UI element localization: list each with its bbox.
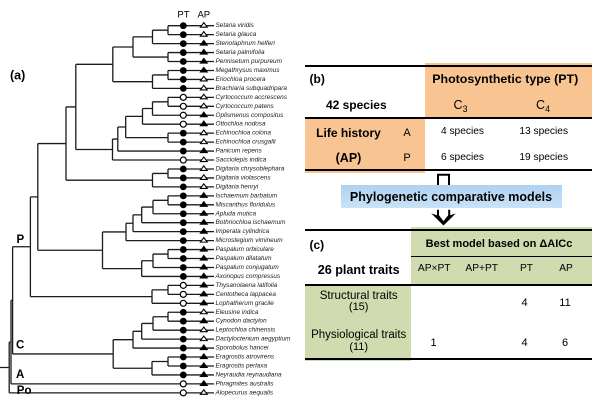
svg-text:Bothriochloa ischaemum: Bothriochloa ischaemum — [216, 219, 287, 226]
svg-text:Eleusine indica: Eleusine indica — [216, 309, 259, 316]
svg-text:Thysanolaena latifolia: Thysanolaena latifolia — [216, 282, 278, 289]
svg-text:Panicum repens: Panicum repens — [216, 148, 263, 155]
svg-text:Imperata cylindrica: Imperata cylindrica — [216, 228, 270, 235]
svg-text:Setaria glauca: Setaria glauca — [216, 31, 257, 38]
svg-text:Dactyloctenium aegyptium: Dactyloctenium aegyptium — [216, 336, 292, 343]
svg-text:Echinochloa crusgalli: Echinochloa crusgalli — [216, 139, 277, 146]
svg-text:P: P — [17, 234, 25, 246]
svg-text:Paspalum conjugatum: Paspalum conjugatum — [216, 264, 280, 271]
svg-text:Ischaemum barbatum: Ischaemum barbatum — [216, 192, 278, 199]
svg-text:AP: AP — [197, 10, 210, 21]
svg-text:Digitaria violascens: Digitaria violascens — [216, 174, 272, 181]
svg-text:A: A — [16, 369, 24, 381]
svg-text:Pennisetum purpureum: Pennisetum purpureum — [216, 58, 283, 65]
svg-text:(a): (a) — [10, 69, 25, 83]
svg-text:Miscanthus floridulus: Miscanthus floridulus — [216, 201, 276, 208]
svg-text:Ottochloa nodosa: Ottochloa nodosa — [216, 121, 267, 128]
svg-text:Cyrtococcum accrescens: Cyrtococcum accrescens — [216, 94, 288, 101]
svg-text:Paspalum dilatatum: Paspalum dilatatum — [216, 255, 273, 262]
svg-text:Cyrtococcum patens: Cyrtococcum patens — [216, 103, 275, 110]
svg-text:Microstegium vimineum: Microstegium vimineum — [216, 237, 284, 244]
svg-text:Cynodon dactylon: Cynodon dactylon — [216, 318, 268, 325]
svg-text:Centotheca lappacea: Centotheca lappacea — [216, 291, 277, 298]
svg-text:Po: Po — [17, 385, 32, 397]
svg-text:Oplismenus compositus: Oplismenus compositus — [216, 112, 285, 119]
svg-text:Paspalum orbiculare: Paspalum orbiculare — [216, 246, 275, 253]
svg-text:Eragrostis perlaxa: Eragrostis perlaxa — [216, 362, 268, 369]
svg-text:Stenotaphrum helferi: Stenotaphrum helferi — [216, 40, 276, 47]
svg-text:Brachiaria subquadripara: Brachiaria subquadripara — [216, 85, 288, 92]
svg-text:Megathrysus maximus: Megathrysus maximus — [216, 67, 281, 74]
svg-text:C: C — [16, 340, 24, 352]
svg-text:Sporobolus hancei: Sporobolus hancei — [216, 345, 270, 352]
svg-text:Setaria viridis: Setaria viridis — [216, 22, 255, 29]
svg-text:Digitaria henryi: Digitaria henryi — [216, 183, 259, 190]
svg-text:Lophatherum gracile: Lophatherum gracile — [216, 300, 275, 307]
svg-text:Digitaria chrysoblephara: Digitaria chrysoblephara — [216, 165, 285, 172]
svg-text:Neyraudia reynaudiana: Neyraudia reynaudiana — [216, 371, 283, 378]
svg-text:Sacciolepis indica: Sacciolepis indica — [216, 157, 267, 164]
svg-text:Leptochloa chinensis: Leptochloa chinensis — [216, 327, 276, 334]
svg-text:Echinochloa colona: Echinochloa colona — [216, 130, 272, 137]
svg-text:Eragrostis atrovirens: Eragrostis atrovirens — [216, 354, 275, 361]
svg-text:PT: PT — [177, 10, 189, 21]
svg-text:Setaria palmifolia: Setaria palmifolia — [216, 49, 265, 56]
svg-text:Axonopus compressus: Axonopus compressus — [215, 273, 281, 280]
svg-text:Alopecurus aequalis: Alopecurus aequalis — [215, 389, 274, 396]
svg-text:Apluda mutica: Apluda mutica — [215, 210, 257, 217]
svg-text:Eriochloa procera: Eriochloa procera — [216, 76, 267, 83]
svg-text:Phragmites australis: Phragmites australis — [216, 380, 275, 387]
